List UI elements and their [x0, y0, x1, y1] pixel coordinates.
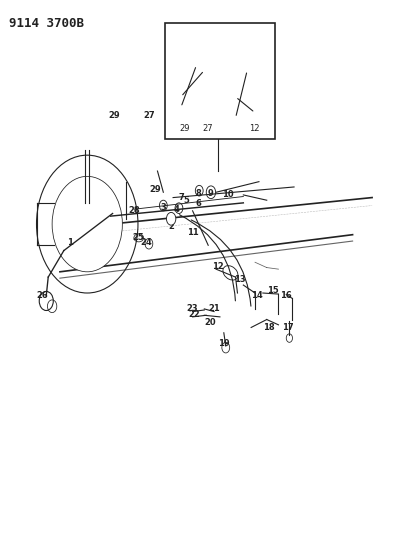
Text: 17: 17	[283, 323, 294, 332]
Text: 20: 20	[204, 318, 216, 327]
Text: 2: 2	[168, 222, 174, 231]
Text: 22: 22	[189, 310, 200, 319]
Text: 25: 25	[132, 233, 144, 242]
Circle shape	[52, 176, 122, 272]
Text: 14: 14	[251, 291, 263, 300]
Text: 12: 12	[245, 111, 257, 120]
Text: 6: 6	[195, 199, 201, 208]
Text: 8: 8	[196, 189, 201, 198]
Text: 19: 19	[218, 339, 230, 348]
Text: 11: 11	[187, 228, 198, 237]
Text: 16: 16	[280, 291, 292, 300]
Text: 10: 10	[222, 190, 233, 199]
Text: 26: 26	[37, 291, 48, 300]
Text: 29: 29	[150, 185, 162, 194]
Text: 5: 5	[184, 196, 190, 205]
Text: 27: 27	[144, 111, 156, 120]
Text: 27: 27	[202, 124, 213, 133]
Text: 13: 13	[233, 275, 245, 284]
Text: 29: 29	[109, 111, 120, 120]
Text: 9114 3700B: 9114 3700B	[9, 17, 84, 30]
Text: 4: 4	[174, 205, 180, 214]
Text: 23: 23	[187, 304, 198, 313]
Text: 12: 12	[212, 262, 224, 271]
Text: 7: 7	[178, 192, 184, 201]
Text: 28: 28	[128, 206, 140, 215]
Text: 18: 18	[263, 323, 274, 332]
Text: 29: 29	[179, 124, 189, 133]
Text: 12: 12	[249, 124, 260, 133]
Text: 9: 9	[207, 189, 213, 198]
Text: 21: 21	[208, 304, 220, 313]
Circle shape	[167, 213, 176, 225]
Text: 1: 1	[67, 238, 73, 247]
Text: 15: 15	[267, 286, 279, 295]
Text: 3: 3	[160, 203, 166, 212]
Bar	[165, 22, 275, 139]
Text: 24: 24	[140, 238, 152, 247]
